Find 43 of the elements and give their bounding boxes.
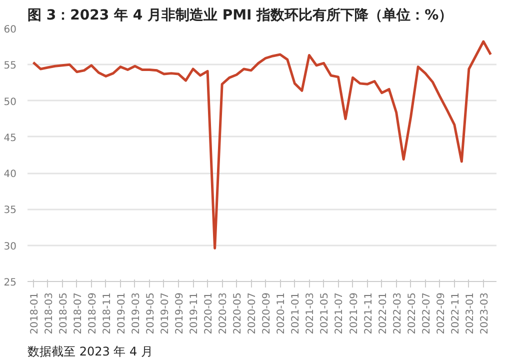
x-tick-label: 2021-11 — [363, 292, 374, 334]
y-tick-label: 25 — [4, 278, 17, 288]
chart-title: 图 3：2023 年 4 月非制造业 PMI 指数环比有所下降（单位：%） — [28, 8, 453, 24]
x-tick-label: 2022-03 — [392, 292, 404, 334]
x-tick-label: 2019-09 — [174, 292, 186, 334]
x-tick-label: 2018-01 — [29, 292, 40, 334]
x-tick-label: 2019-05 — [145, 292, 156, 334]
x-tick-label: 2020-01 — [204, 292, 215, 334]
x-tick-label: 2020-05 — [232, 292, 244, 334]
y-tick-label: 30 — [4, 241, 17, 252]
x-tick-label: 2021-03 — [305, 292, 316, 334]
x-tick-label: 2018-05 — [58, 292, 70, 334]
x-tick-label: 2019-07 — [160, 292, 171, 334]
x-tick-label: 2021-01 — [290, 292, 302, 334]
x-tick-label: 2021-05 — [320, 292, 331, 334]
x-tick-label: 2022-05 — [406, 292, 418, 334]
x-tick-label: 2019-01 — [116, 292, 128, 334]
x-tick-label: 2018-09 — [87, 292, 98, 334]
y-tick-label: 40 — [4, 169, 17, 180]
y-tick-label: 60 — [4, 24, 17, 36]
x-tick-label: 2023-01 — [464, 292, 476, 334]
text: 数据截至 2023 年 4 月 — [28, 344, 153, 358]
x-tick-label: 2018-11 — [102, 292, 113, 334]
x-tick-label: 2022-11 — [450, 292, 462, 334]
x-tick-label: 2022-01 — [378, 292, 389, 334]
x-tick-label: 2023-03 — [479, 292, 490, 334]
x-tick-label: 2020-11 — [276, 292, 288, 334]
x-tick-label: 2020-03 — [218, 292, 230, 334]
line-series — [32, 40, 492, 250]
x-tick-label: 2018-07 — [72, 292, 84, 334]
y-tick-label: 55 — [4, 60, 17, 72]
x-tick-label: 2021-07 — [334, 292, 346, 334]
y-tick-label: 45 — [4, 132, 17, 144]
x-tick-label: 2020-07 — [247, 292, 258, 334]
y-tick-label: 35 — [4, 205, 17, 216]
x-tick-label: 2022-09 — [436, 292, 447, 334]
x-tick-label: 2019-11 — [189, 292, 200, 334]
y-tick-label: 50 — [4, 96, 17, 108]
x-tick-label: 2021-09 — [348, 292, 360, 334]
x-tick-label: 2020-09 — [262, 292, 273, 334]
x-tick-label: 2022-07 — [421, 292, 432, 334]
x-tick-label: 2019-03 — [130, 292, 142, 334]
x-tick-label: 2018-03 — [44, 292, 55, 334]
